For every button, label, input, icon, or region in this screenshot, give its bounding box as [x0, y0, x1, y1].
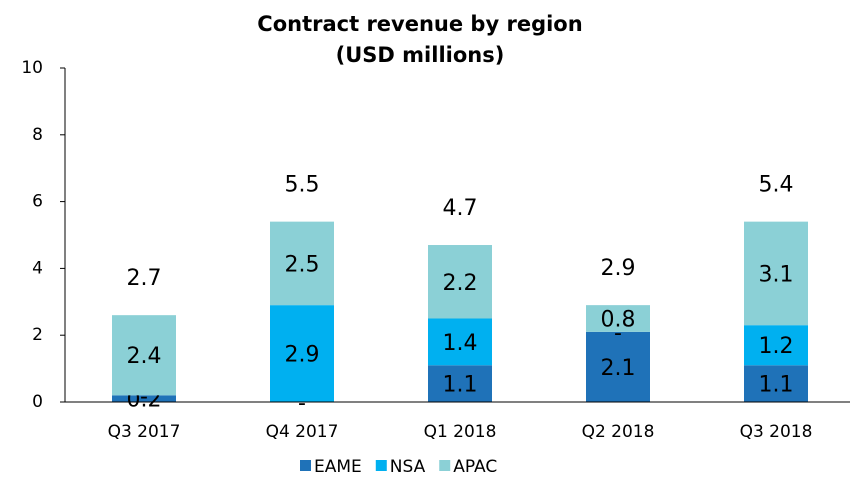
bar-segment	[270, 221, 334, 306]
legend-label: EAME	[314, 457, 362, 477]
total-label: 5.5	[285, 173, 320, 198]
y-tick-label: 0	[32, 392, 43, 412]
chart-subtitle: (USD millions)	[336, 43, 505, 67]
y-tick-label: 10	[21, 58, 43, 78]
value-label: 2.2	[443, 271, 478, 296]
value-label: 2.5	[285, 252, 320, 277]
bar-segment	[428, 365, 492, 402]
legend-label: APAC	[453, 457, 497, 477]
bar-segment	[428, 245, 492, 319]
value-label: 1.4	[443, 331, 478, 356]
total-label: 2.9	[601, 256, 636, 281]
chart-title: Contract revenue by region	[257, 12, 582, 36]
bar-segment	[744, 325, 808, 366]
value-label: 2.9	[285, 343, 320, 368]
bar-segment	[428, 318, 492, 366]
bar-segment	[586, 331, 650, 402]
bar-segment	[112, 395, 176, 402]
x-tick-label: Q4 2017	[266, 422, 339, 442]
bar-segment	[586, 305, 650, 332]
value-label: 2.1	[601, 356, 636, 381]
value-label: 3.1	[759, 262, 794, 287]
value-label: 1.1	[759, 373, 794, 398]
legend-swatch	[439, 460, 451, 471]
total-label: 2.7	[127, 266, 162, 291]
value-label: 2.4	[127, 344, 162, 369]
legend-swatch	[375, 460, 387, 471]
legend-swatch	[300, 460, 311, 471]
legend-label: NSA	[390, 457, 426, 477]
value-label: -	[140, 384, 148, 409]
value-label: -	[298, 391, 306, 416]
y-tick-label: 8	[32, 125, 43, 145]
y-tick-label: 4	[32, 258, 43, 278]
x-tick-label: Q3 2017	[108, 422, 181, 442]
value-label: 1.1	[443, 373, 478, 398]
x-tick-label: Q1 2018	[424, 422, 497, 442]
value-label: 1.2	[759, 334, 794, 359]
bar-segment	[270, 305, 334, 402]
bar-segment	[744, 365, 808, 402]
x-tick-label: Q3 2018	[740, 422, 813, 442]
bar-segment	[744, 221, 808, 326]
value-label: -	[614, 321, 622, 346]
total-label: 5.4	[759, 173, 794, 198]
total-label: 4.7	[443, 196, 478, 221]
y-tick-label: 2	[32, 325, 43, 345]
x-tick-label: Q2 2018	[582, 422, 655, 442]
y-tick-label: 6	[32, 192, 43, 212]
bar-segment	[112, 315, 176, 396]
value-label: 0.8	[601, 308, 636, 333]
